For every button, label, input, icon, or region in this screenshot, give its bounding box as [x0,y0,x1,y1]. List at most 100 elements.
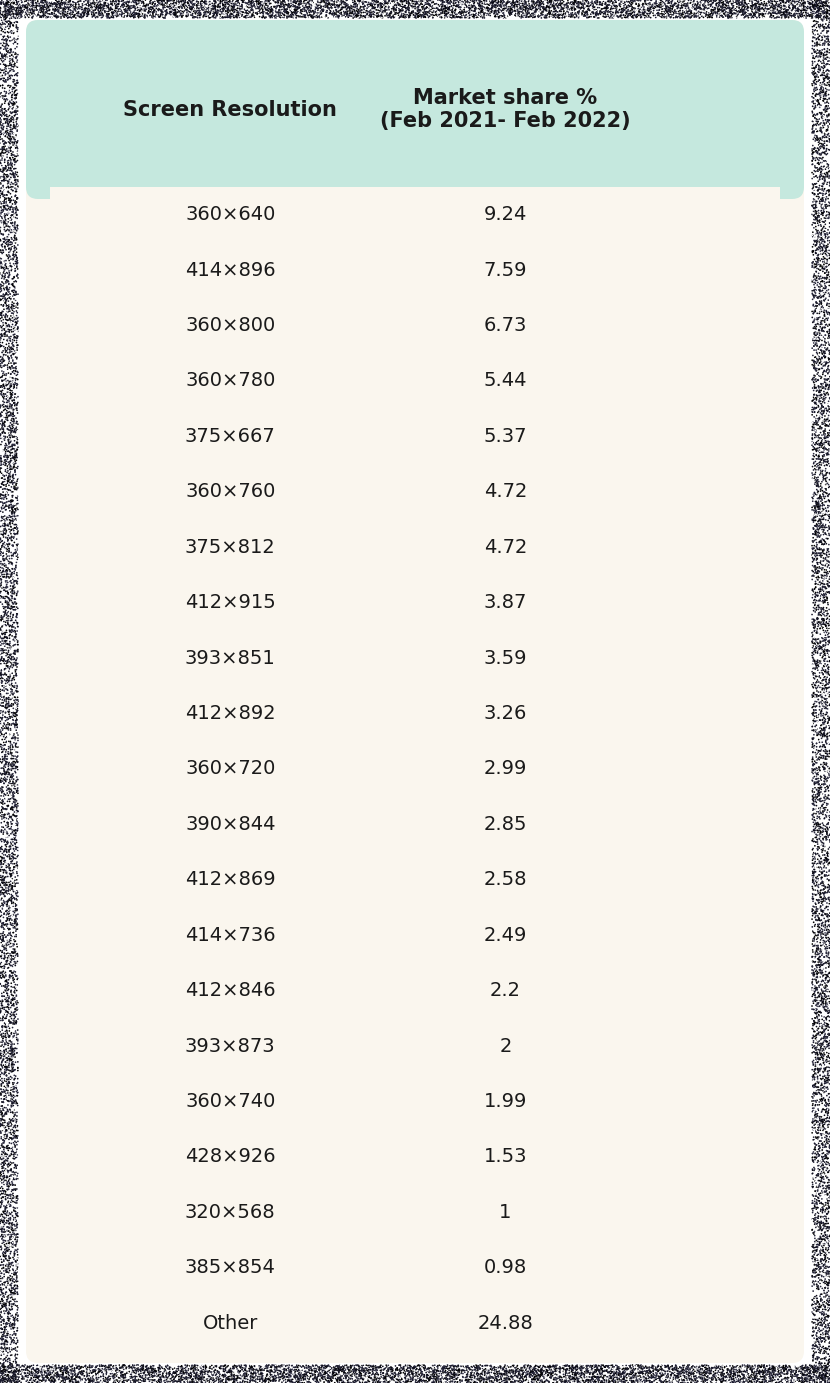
Point [440,1366,453,1383]
Point [220,0,233,14]
Point [676,1361,689,1383]
Point [652,1369,666,1383]
Point [114,1365,127,1383]
Point [481,0,495,19]
Point [0,707,7,729]
Point [0,956,9,978]
Point [0,44,11,66]
Point [263,1361,276,1383]
Point [0,671,9,693]
Point [0,838,13,860]
Point [6,553,19,575]
Point [805,1311,818,1333]
Point [32,4,45,26]
Point [0,707,12,729]
Point [319,0,332,15]
Point [527,0,540,21]
Point [76,0,89,18]
Point [1,946,14,968]
Point [456,4,469,26]
Point [7,848,20,870]
Point [476,0,489,22]
Point [210,1357,223,1379]
Point [369,1365,382,1383]
Point [5,12,18,35]
Point [779,0,792,18]
Point [814,692,828,714]
Point [611,0,624,21]
Point [11,7,24,29]
Point [821,981,830,1003]
Point [818,985,830,1007]
Point [704,4,717,26]
Point [3,296,17,318]
Point [66,1359,80,1382]
Point [265,0,278,22]
Point [818,696,830,718]
Point [8,32,22,54]
Point [581,1369,594,1383]
Point [809,242,823,264]
Point [562,1355,575,1377]
Point [2,194,16,216]
Point [256,0,270,15]
Point [696,1361,709,1383]
Point [81,0,94,19]
Point [179,1366,193,1383]
Point [9,1361,22,1383]
Point [806,149,819,171]
Point [813,552,827,574]
Point [564,6,577,28]
Point [619,1357,632,1379]
Point [470,1368,483,1383]
Point [168,1,181,24]
Point [4,783,17,805]
Point [817,1152,830,1174]
Point [581,1359,594,1382]
Point [8,198,22,220]
Point [0,230,7,252]
Point [566,1368,579,1383]
Point [630,6,643,28]
Point [815,159,828,181]
Point [808,556,822,578]
Point [821,1206,830,1228]
Point [806,173,819,195]
Point [4,311,17,333]
Point [821,1256,830,1278]
Point [818,1,830,24]
Point [674,1372,687,1383]
Point [621,1364,634,1383]
Point [218,1,232,24]
Point [378,1361,392,1383]
Point [402,0,415,17]
Point [0,1359,12,1382]
Point [807,329,820,351]
Point [815,425,828,447]
Point [399,1371,413,1383]
Point [807,55,820,77]
Point [319,6,332,28]
Point [581,1362,594,1383]
Point [813,1332,826,1354]
Point [0,0,11,18]
Point [340,0,354,19]
Point [808,191,821,213]
Point [126,1366,139,1383]
Point [0,644,8,667]
Point [564,1358,577,1380]
Point [460,0,473,18]
Point [535,1364,548,1383]
Point [0,167,12,189]
Point [7,238,21,260]
Point [7,144,21,166]
Point [359,1361,373,1383]
Point [822,368,830,390]
Point [30,1366,43,1383]
Point [818,216,830,238]
Point [604,1371,618,1383]
Point [299,1372,312,1383]
Point [822,379,830,401]
Point [207,1369,220,1383]
Point [2,430,15,452]
